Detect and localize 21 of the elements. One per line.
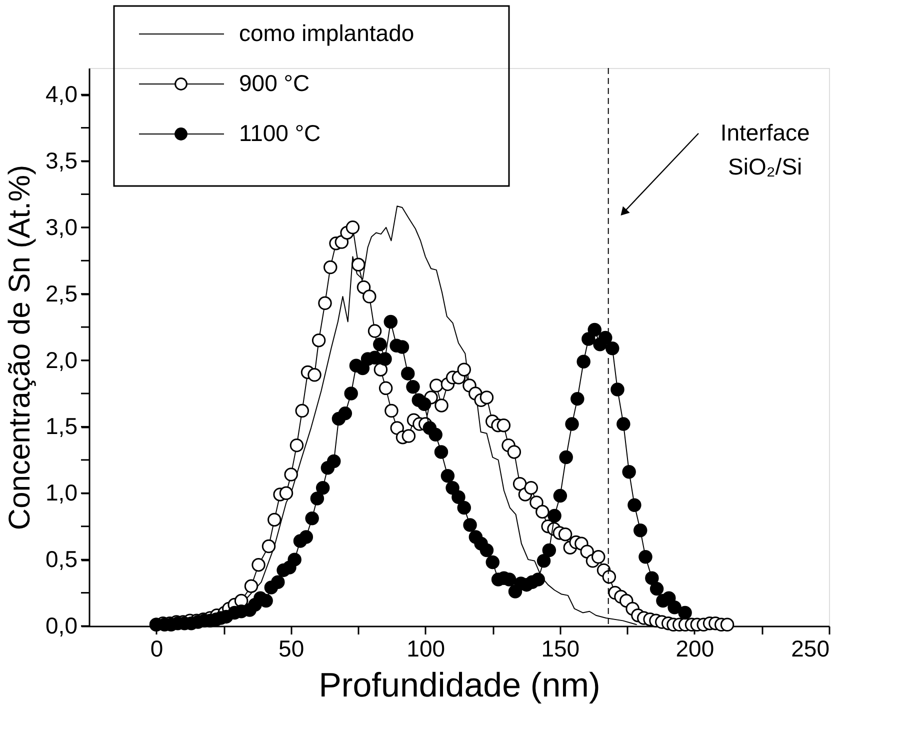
x-axis-title: Profundidade (nm) [318,666,600,704]
x-tick-label: 100 [406,636,446,662]
y-tick-label: 1,5 [46,413,78,440]
y-tick-label: 0,0 [46,612,78,638]
y-tick-label: 1,0 [46,480,78,506]
legend-label: 900 °C [239,70,310,96]
x-tick-label: 50 [278,636,304,662]
annotation: Interface SiO₂/Si [720,119,810,180]
legend-label: 1100 °C [239,120,321,146]
y-tick-label: 4,0 [46,81,78,108]
x-tick-label: 150 [541,636,580,662]
y-tick-label: 2,0 [46,346,78,373]
legend-label: como implantado [239,20,414,46]
y-tick-label: 3,5 [46,148,78,174]
y-tick-label: 2,5 [46,280,78,306]
x-tick-label: 200 [676,636,714,662]
x-tick-label: 250 [791,636,830,662]
y-tick-label: 3,0 [46,214,78,240]
y-axis-title: Concentração de Sn (At.%) [4,164,37,530]
x-tick-label: 0 [150,636,164,662]
y-tick-label: 0,5 [46,546,78,572]
